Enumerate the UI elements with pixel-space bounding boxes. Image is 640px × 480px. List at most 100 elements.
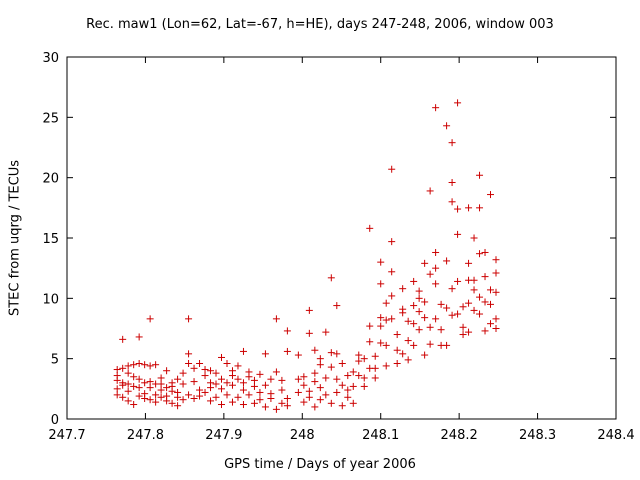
data-point [234, 393, 242, 401]
data-point [377, 280, 385, 288]
data-point [294, 388, 302, 396]
data-point [190, 394, 198, 402]
data-point [443, 122, 451, 130]
y-tick-label: 20 [42, 172, 59, 187]
data-point [492, 256, 500, 264]
data-point [487, 300, 495, 308]
data-point [190, 378, 198, 386]
x-tick-label: 248.1 [362, 428, 399, 443]
data-point [476, 310, 484, 318]
data-point [130, 382, 138, 390]
x-tick-label: 247.9 [205, 428, 242, 443]
data-point [432, 248, 440, 256]
data-point [146, 384, 154, 392]
data-point [146, 315, 154, 323]
data-point [256, 388, 264, 396]
data-point [283, 327, 291, 335]
data-point [454, 230, 462, 238]
data-point [481, 298, 489, 306]
data-point [239, 401, 247, 409]
data-point [349, 382, 357, 390]
data-point [448, 178, 456, 186]
data-point [283, 347, 291, 355]
data-point [338, 402, 346, 410]
data-point [294, 351, 302, 359]
data-point [410, 277, 418, 285]
data-point [388, 315, 396, 323]
data-point [278, 386, 286, 394]
data-point [355, 357, 363, 365]
x-tick-label: 248.3 [519, 428, 556, 443]
data-points [113, 99, 500, 413]
data-point [338, 359, 346, 367]
data-point [124, 369, 132, 377]
data-point [476, 204, 484, 212]
y-tick-label: 30 [42, 51, 59, 66]
data-point [432, 280, 440, 288]
data-point [322, 374, 330, 382]
data-point [448, 285, 456, 293]
data-point [201, 372, 209, 380]
chart-title: Rec. maw1 (Lon=62, Lat=-67, h=HE), days … [86, 17, 554, 32]
data-point [174, 402, 182, 410]
data-point [459, 323, 467, 331]
data-point [470, 276, 478, 284]
data-point [470, 306, 478, 314]
data-point [355, 351, 363, 359]
data-point [465, 328, 473, 336]
data-point [239, 379, 247, 387]
data-point [239, 386, 247, 394]
data-point [333, 302, 341, 310]
data-point [207, 367, 215, 375]
data-point [459, 303, 467, 311]
data-point [316, 396, 324, 404]
data-point [207, 397, 215, 405]
data-point [245, 391, 253, 399]
x-axis-label: GPS time / Days of year 2006 [224, 457, 416, 472]
data-point [135, 384, 143, 392]
data-point [481, 327, 489, 335]
data-point [421, 298, 429, 306]
data-point [272, 405, 280, 413]
plot-frame [66, 56, 617, 420]
data-point [382, 299, 390, 307]
data-point [492, 288, 500, 296]
data-point [432, 315, 440, 323]
data-point [157, 374, 165, 382]
data-point [470, 286, 478, 294]
data-point [344, 372, 352, 380]
data-point [327, 363, 335, 371]
data-point [124, 380, 132, 388]
data-point [113, 372, 121, 380]
data-point [113, 366, 121, 374]
data-point [410, 320, 418, 328]
data-point [130, 361, 138, 369]
x-tick-label: 247.7 [48, 428, 85, 443]
data-point [190, 364, 198, 372]
data-point [179, 396, 187, 404]
x-tick-label: 248.2 [441, 428, 478, 443]
data-point [250, 376, 258, 384]
data-point [119, 364, 127, 372]
data-point [305, 393, 313, 401]
data-point [448, 139, 456, 147]
data-point [333, 388, 341, 396]
data-point [492, 325, 500, 332]
x-tick-label: 247.8 [127, 428, 164, 443]
data-point [300, 373, 308, 381]
data-point [294, 375, 302, 383]
data-point [366, 224, 374, 232]
data-point [443, 304, 451, 312]
data-point [410, 341, 418, 349]
data-point [432, 104, 440, 112]
data-point [465, 204, 473, 212]
data-point [261, 350, 269, 358]
data-point [228, 381, 236, 389]
data-point [415, 287, 423, 295]
data-point [179, 369, 187, 377]
data-point [377, 322, 385, 330]
data-point [421, 259, 429, 267]
data-point [481, 248, 489, 256]
data-point [360, 382, 368, 390]
data-point [250, 399, 258, 407]
